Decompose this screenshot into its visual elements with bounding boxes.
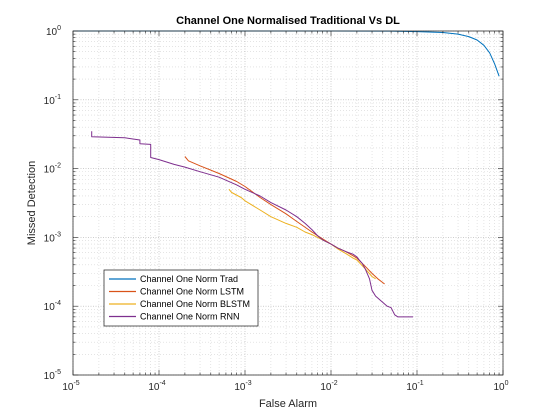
grid-lines	[72, 30, 504, 376]
series-line-channel-one-norm-lstm	[184, 156, 385, 285]
y-tick-label: 10-4	[44, 300, 61, 313]
legend: Channel One Norm Trad Channel One Norm LS…	[103, 269, 259, 327]
y-tick-label: 10-1	[44, 94, 61, 107]
x-tick-labels: 10-5 10-4 10-3 10-2 10-1 100	[62, 380, 508, 393]
legend-entry: Channel One Norm LSTM	[109, 287, 244, 297]
x-tick-label: 10-4	[148, 380, 165, 393]
y-tick-label: 100	[46, 25, 61, 38]
x-tick-label: 10-3	[234, 380, 251, 393]
chart-title: Channel One Normalised Traditional Vs DL	[176, 15, 400, 27]
x-tick-label: 10-2	[320, 380, 337, 393]
legend-entry: Channel One Norm BLSTM	[109, 299, 250, 309]
y-tick-label: 10-3	[44, 231, 61, 244]
legend-entry: Channel One Norm Trad	[109, 274, 238, 284]
legend-label: Channel One Norm BLSTM	[140, 299, 250, 309]
legend-entry: Channel One Norm RNN	[109, 312, 240, 322]
tick-marks	[72, 30, 504, 376]
y-tick-labels: 10-5 10-4 10-3 10-2 10-1 100	[44, 25, 61, 382]
series-line-channel-one-norm-rnn	[91, 131, 414, 318]
x-tick-label: 10-5	[62, 380, 79, 393]
y-tick-label: 10-5	[44, 369, 61, 382]
y-tick-label: 10-2	[44, 163, 61, 176]
x-axis-title: False Alarm	[259, 398, 317, 410]
x-tick-label: 100	[493, 380, 508, 393]
series-line-channel-one-norm-blstm	[228, 188, 376, 280]
legend-label: Channel One Norm RNN	[140, 312, 240, 322]
x-tick-label: 10-1	[406, 380, 423, 393]
legend-label: Channel One Norm Trad	[140, 274, 238, 284]
axes-box	[72, 30, 504, 376]
y-axis-title: Missed Detection	[26, 161, 38, 245]
legend-label: Channel One Norm LSTM	[140, 287, 244, 297]
